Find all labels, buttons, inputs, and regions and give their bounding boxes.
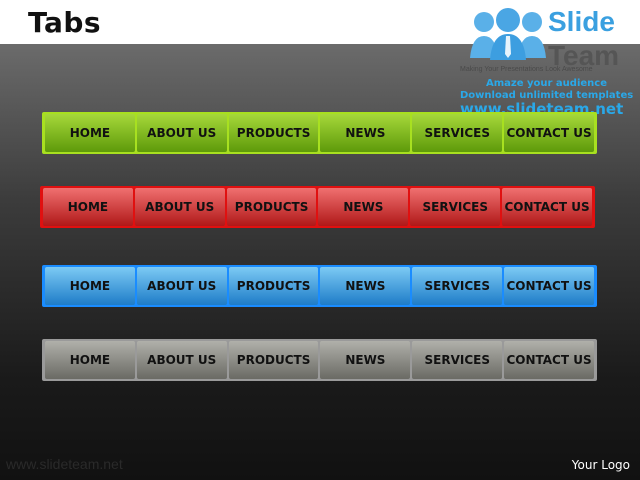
tab-services[interactable]: SERVICES [412, 267, 503, 305]
tab-home[interactable]: HOME [45, 114, 135, 152]
tab-products[interactable]: PRODUCTS [228, 341, 319, 379]
logo-line-2: Download unlimited templates [460, 90, 634, 101]
tab-bar-blue: HOME ABOUT US PRODUCTS NEWS SERVICES CONTACT … [42, 265, 597, 307]
tab-contact-us[interactable]: CONTACT US [502, 188, 592, 226]
tab-home[interactable]: HOME [45, 267, 135, 305]
tab-about-us[interactable]: ABOUT US [136, 267, 227, 305]
tab-services[interactable]: SERVICES [412, 114, 503, 152]
slideteam-logo: Slide Team Making Your Presentations Loo… [460, 4, 640, 118]
tab-contact-us[interactable]: CONTACT US [504, 341, 594, 379]
tab-services[interactable]: SERVICES [410, 188, 501, 226]
tab-home[interactable]: HOME [45, 341, 135, 379]
tab-about-us[interactable]: ABOUT US [136, 114, 227, 152]
tab-products[interactable]: PRODUCTS [226, 188, 317, 226]
tab-news[interactable]: NEWS [320, 267, 411, 305]
tab-bar-green: HOME ABOUT US PRODUCTS NEWS SERVICES CONTACT … [42, 112, 597, 154]
logo-brand-bottom: Team [548, 40, 620, 71]
tab-services[interactable]: SERVICES [412, 341, 503, 379]
people-logo-icon [470, 8, 546, 60]
tab-news[interactable]: NEWS [318, 188, 409, 226]
footer-url: www.slideteam.net [6, 456, 123, 472]
tab-products[interactable]: PRODUCTS [228, 267, 319, 305]
tab-contact-us[interactable]: CONTACT US [504, 114, 594, 152]
tab-products[interactable]: PRODUCTS [228, 114, 319, 152]
tab-bar-red: HOME ABOUT US PRODUCTS NEWS SERVICES CONTACT … [40, 186, 595, 228]
tab-news[interactable]: NEWS [320, 114, 411, 152]
tab-bar-gray: HOME ABOUT US PRODUCTS NEWS SERVICES CONTACT … [42, 339, 597, 381]
logo-tagline: Making Your Presentations Look Awesome [460, 66, 593, 73]
tab-home[interactable]: HOME [43, 188, 133, 226]
page-title: Tabs [28, 6, 102, 39]
logo-brand-top: Slide [548, 6, 615, 37]
tab-about-us[interactable]: ABOUT US [134, 188, 225, 226]
tab-news[interactable]: NEWS [320, 341, 411, 379]
tab-about-us[interactable]: ABOUT US [136, 341, 227, 379]
tab-contact-us[interactable]: CONTACT US [504, 267, 594, 305]
logo-line-1: Amaze your audience [486, 78, 607, 89]
footer-logo: Your Logo [571, 458, 630, 472]
